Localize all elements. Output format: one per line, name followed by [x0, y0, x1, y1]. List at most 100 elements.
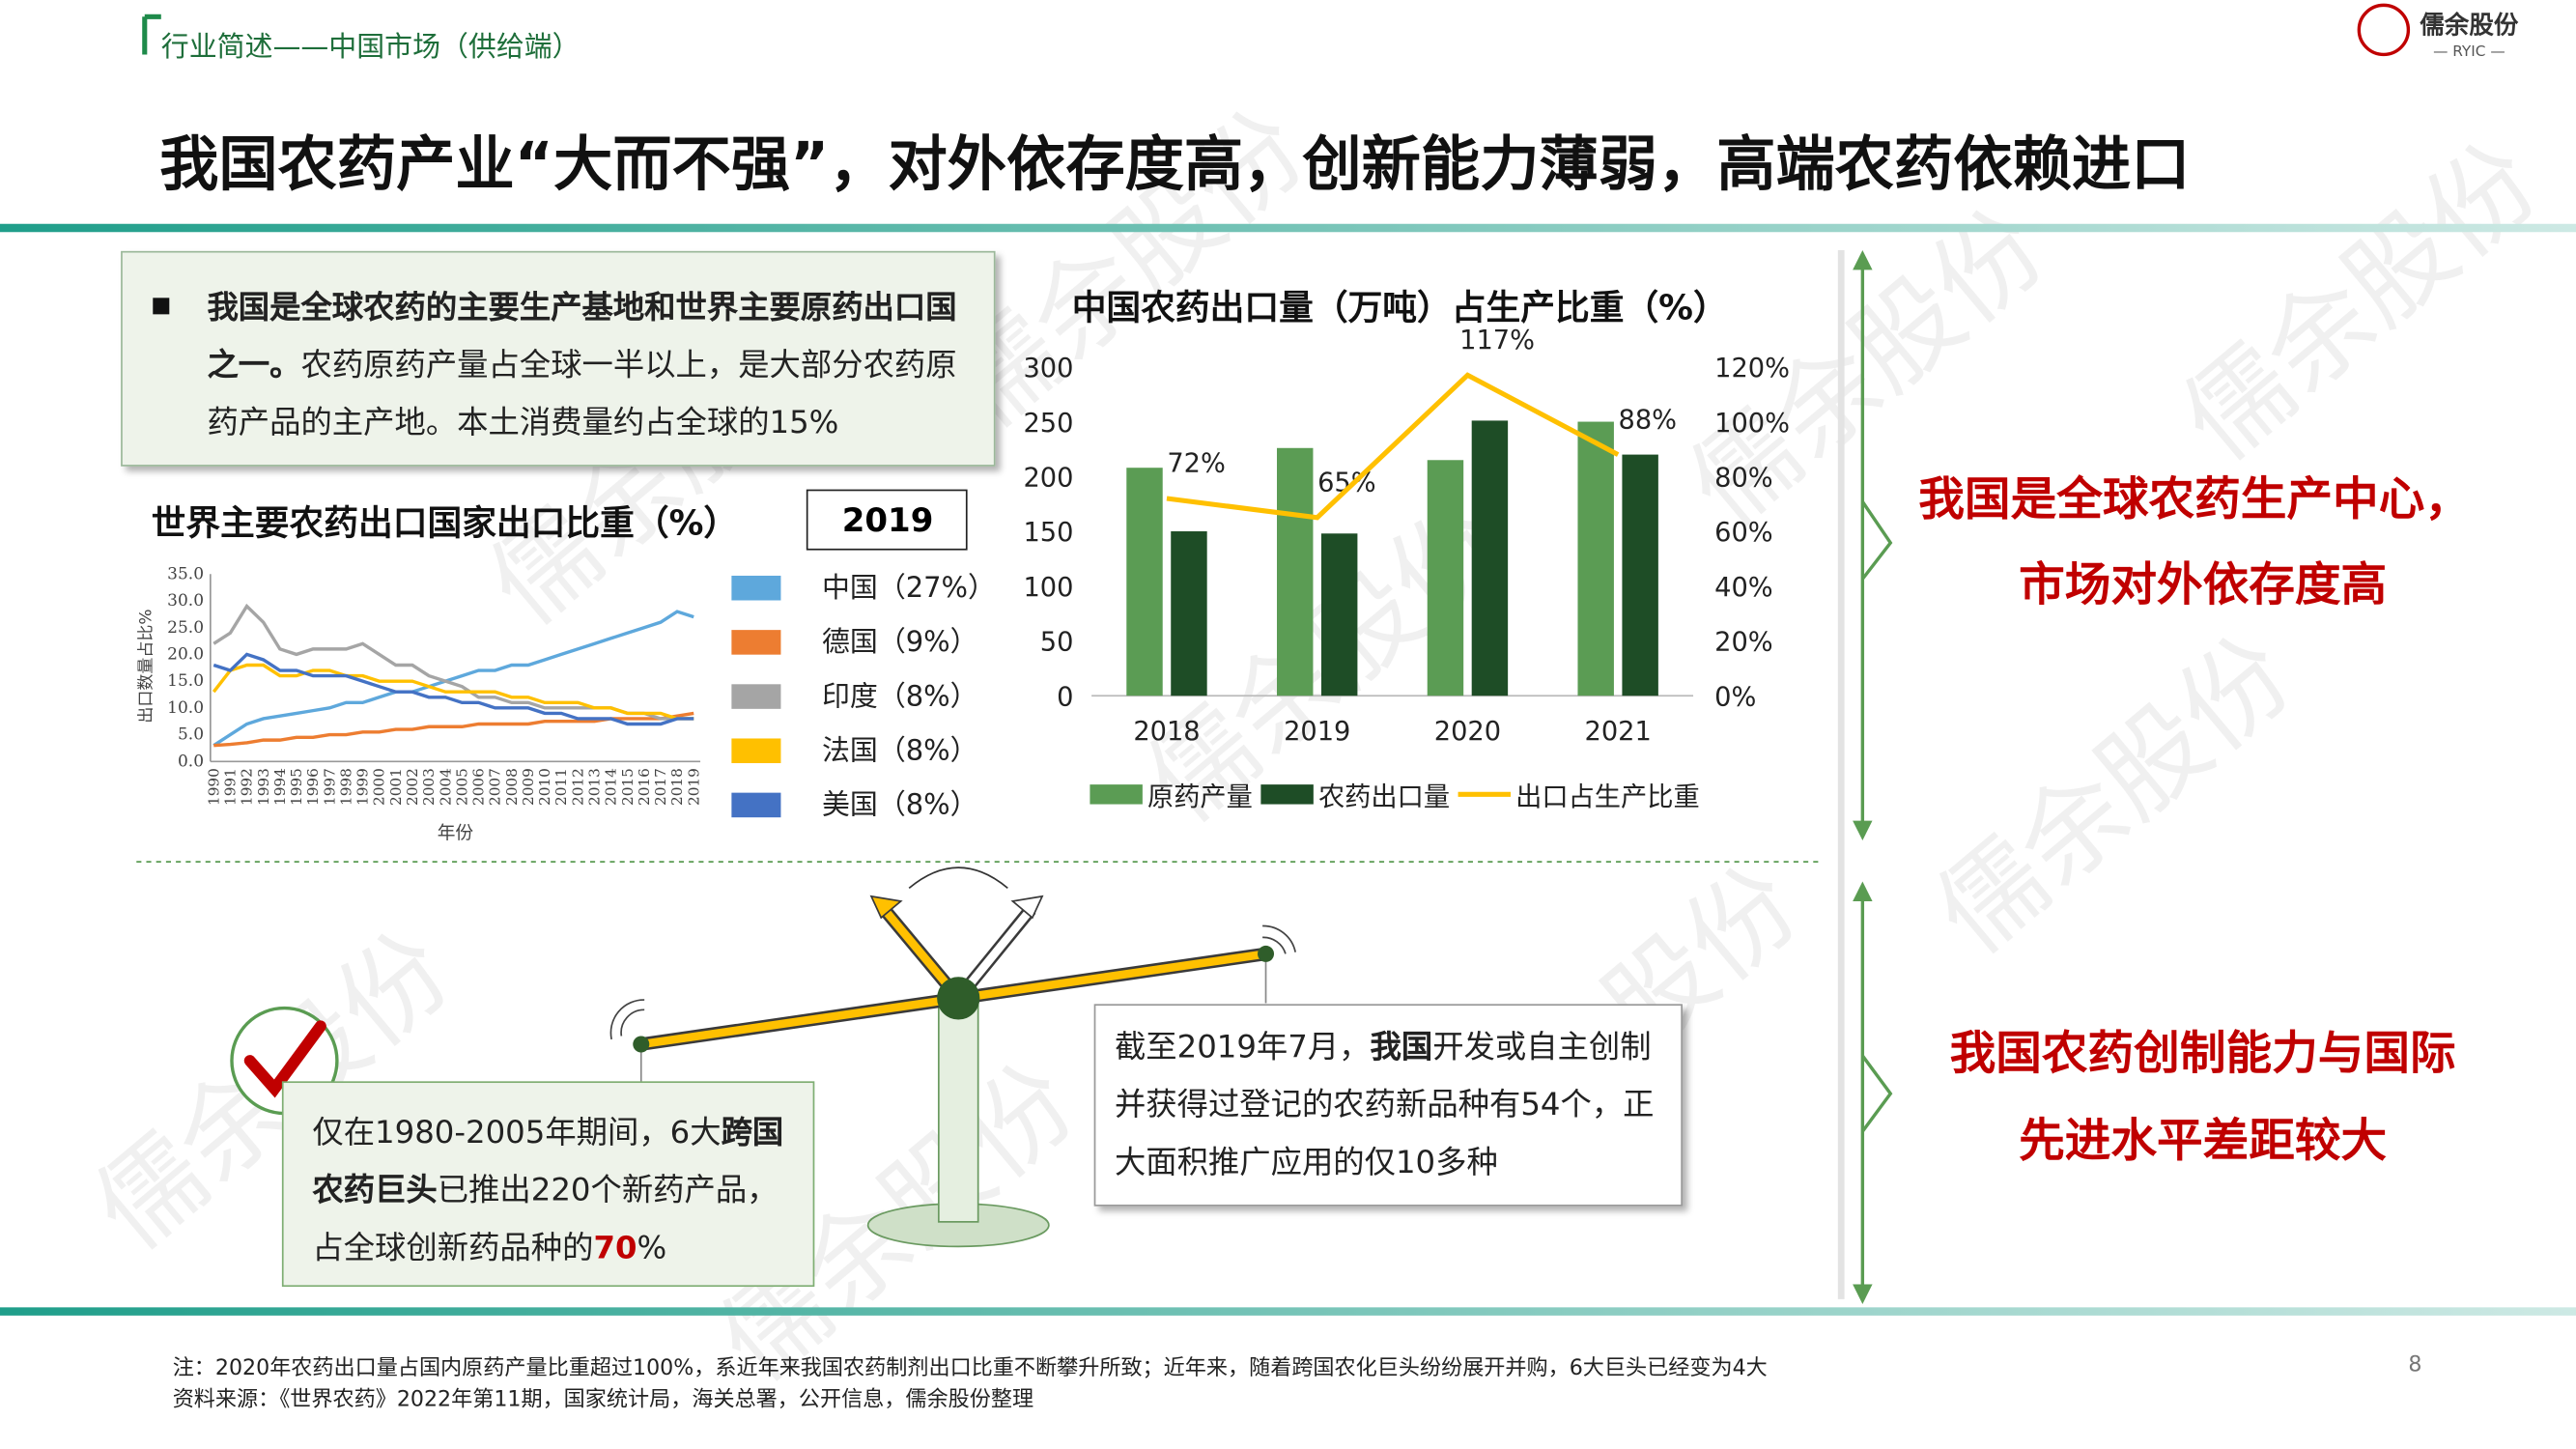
bar [1577, 421, 1614, 696]
x-tick-label: 1997 [321, 768, 338, 806]
y-tick-label: 20.0 [167, 645, 204, 665]
y-tick-label: 35.0 [167, 564, 204, 583]
legend-swatch [731, 684, 781, 709]
x-tick-label: 2015 [619, 768, 637, 806]
y-tick-label: 150 [1023, 518, 1073, 548]
intro-text: 我国是全球农药的主要生产基地和世界主要原药出口国之一。农药原药产量占全球一半以上… [207, 280, 979, 453]
legend-swatch [1090, 784, 1143, 805]
x-tick-label: 2019 [685, 768, 702, 806]
signal [1262, 924, 1296, 954]
bar [1171, 531, 1207, 696]
y2-tick-label: 100% [1714, 409, 1790, 439]
x-tick-label: 1990 [205, 768, 222, 806]
x-tick-label: 1995 [288, 768, 305, 806]
y-tick-label: 0.0 [178, 752, 204, 771]
x-tick-label: 2018 [668, 768, 686, 806]
text: 仅在1980-2005年期间，6大 [312, 1115, 722, 1151]
legend-label: 印度（8%） [822, 679, 978, 712]
legend-label: 出口占生产比重 [1515, 782, 1700, 812]
legend-swatch [731, 738, 781, 763]
x-tick-label: 2011 [552, 768, 570, 806]
x-tick-label: 2002 [404, 768, 421, 806]
page-number: 8 [2408, 1352, 2421, 1378]
conclusions: 我国是全球农药生产中心， 市场对外依存度高 我国农药创制能力与国际 先进水平差距… [1918, 473, 2471, 1168]
y-tick-label: 50 [1040, 628, 1074, 658]
legend-swatch [1260, 784, 1314, 805]
y2-tick-label: 20% [1714, 628, 1773, 658]
data-label: 88% [1619, 405, 1678, 435]
line-series [212, 603, 694, 721]
pointer-head [869, 895, 903, 920]
conclusion: 市场对外依存度高 [2019, 559, 2387, 612]
x-tick-label: 2005 [453, 768, 470, 806]
text-highlight: 70 [593, 1230, 637, 1266]
note-text: 截至2019年7月，我国开发或自主创制并获得过登记的农药新品种有54个，正大面积… [1115, 1020, 1674, 1193]
legend-label: 美国（8%） [822, 788, 978, 821]
x-tick-label: 1991 [222, 768, 240, 806]
chart-title: 世界主要农药出口国家出口比重（%） [152, 503, 739, 543]
chart-title: 中国农药出口量（万吨）占生产比重（%） [1072, 288, 1728, 327]
bar [1320, 533, 1358, 696]
x-tick-label: 2013 [586, 768, 604, 806]
badge-box [806, 489, 968, 551]
line-series [1166, 372, 1620, 521]
note-paragraph: 截至2019年7月，我国开发或自主创制并获得过登记的农药新品种有54个，正大面积… [1115, 1020, 1674, 1193]
y-tick-label: 25.0 [167, 618, 204, 638]
x-tick-label: 1998 [337, 768, 354, 806]
note-box [1093, 1004, 1683, 1207]
text: 截至2019年7月， [1114, 1029, 1371, 1066]
x-axis-label: 年份 [438, 823, 474, 843]
logo-name: 儒余股份 [2420, 11, 2519, 40]
pivot [937, 977, 980, 1020]
text-bold: 我国 [1370, 1029, 1433, 1066]
data-label: 72% [1167, 449, 1226, 479]
bracket-notch [1860, 1054, 1893, 1133]
x-tick-label: 1996 [304, 768, 322, 806]
y-tick-label: 100 [1023, 573, 1073, 603]
text: 开发或自主创制并获得过登记的农药新品种有54个，正大面积推广应用的仅10多种 [1114, 1029, 1655, 1181]
intro-bold: 我国是全球农药的主要生产基地和世界主要原药出口国之一。 [207, 289, 957, 384]
bar [1277, 447, 1314, 696]
x-tick-label: 1994 [271, 768, 289, 806]
note-box [281, 1081, 815, 1288]
badge: 2019 [842, 501, 934, 540]
logo-sub: — RYIC — [2433, 43, 2505, 60]
x-tick-label: 2017 [652, 768, 669, 806]
x-tick-label: 1999 [354, 768, 372, 806]
top-rule [0, 223, 2576, 233]
beam-end [633, 1036, 650, 1053]
y-tick-label: 0 [1057, 682, 1073, 712]
bullet [153, 298, 170, 315]
legend-label: 法国（8%） [822, 734, 978, 767]
logo-icon [2357, 3, 2411, 57]
watermark: 儒余股份 [1913, 612, 2314, 977]
legend-swatch [731, 630, 781, 655]
intro-paragraph: 我国是全球农药的主要生产基地和世界主要原药出口国之一。农药原药产量占全球一半以上… [207, 280, 979, 453]
beam-end [1258, 945, 1275, 962]
x-tick-label: 2008 [503, 768, 521, 806]
watermark: 儒余股份 [2160, 119, 2561, 483]
bar [1622, 454, 1658, 696]
y-tick-label: 15.0 [167, 671, 204, 691]
x-tick-label: 2009 [520, 768, 537, 806]
source: 资料来源：《世界农药》2022年第11期，国家统计局，海关总署，公开信息，儒余股… [173, 1386, 1033, 1411]
x-tick-label: 2007 [487, 768, 504, 806]
data-label: 117% [1459, 326, 1535, 355]
bottom-rule [0, 1307, 2576, 1316]
slide-title: 我国农药产业“大而不强”，对外依存度高，创新能力薄弱，高端农药依赖进口 [159, 130, 2190, 199]
legend-swatch [731, 792, 781, 818]
legend-label: 农药出口量 [1318, 782, 1450, 812]
x-tick-label: 2021 [1585, 717, 1652, 747]
conclusion: 我国是全球农药生产中心， [1918, 473, 2471, 526]
line-series [212, 663, 694, 721]
y2-tick-label: 40% [1714, 573, 1773, 603]
x-tick-label: 2012 [569, 768, 586, 806]
corner-mark [142, 14, 161, 55]
line-series [213, 711, 694, 748]
legend-label: 原药产量 [1147, 782, 1253, 812]
x-tick-label: 2001 [387, 768, 405, 806]
note-paragraph: 仅在1980-2005年期间，6大跨国农药巨头已推出220个新药产品，占全球创新… [312, 1105, 806, 1278]
x-tick-label: 1993 [255, 768, 272, 806]
x-tick-label: 2016 [636, 768, 653, 806]
y-axis-label: 出口数量占比% [137, 610, 156, 724]
